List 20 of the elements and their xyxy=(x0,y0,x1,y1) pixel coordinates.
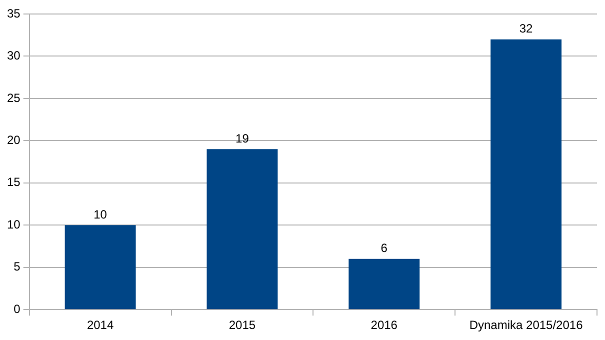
data-label: 32 xyxy=(519,22,534,36)
y-tick-label: 35 xyxy=(6,6,21,20)
data-label: 6 xyxy=(380,241,388,256)
y-tick-label: 5 xyxy=(14,260,21,274)
y-tick-label: 0 xyxy=(14,302,21,316)
x-tick-label: 2015 xyxy=(228,318,256,332)
data-label: 10 xyxy=(94,207,108,222)
bar xyxy=(206,149,278,310)
y-tick-label: 15 xyxy=(6,175,21,190)
data-label: 19 xyxy=(236,131,250,146)
x-tick-label: Dynamika 2015/2016 xyxy=(469,318,584,332)
y-tick-label: 30 xyxy=(6,48,21,63)
y-tick-label: 10 xyxy=(6,217,21,232)
bar xyxy=(348,258,420,310)
bar xyxy=(490,39,562,310)
x-tick-label: 2016 xyxy=(370,318,398,332)
x-tick-label: 2014 xyxy=(86,318,114,332)
y-tick-label: 25 xyxy=(6,90,21,105)
bar xyxy=(64,225,136,310)
y-tick-label: 20 xyxy=(6,133,21,147)
